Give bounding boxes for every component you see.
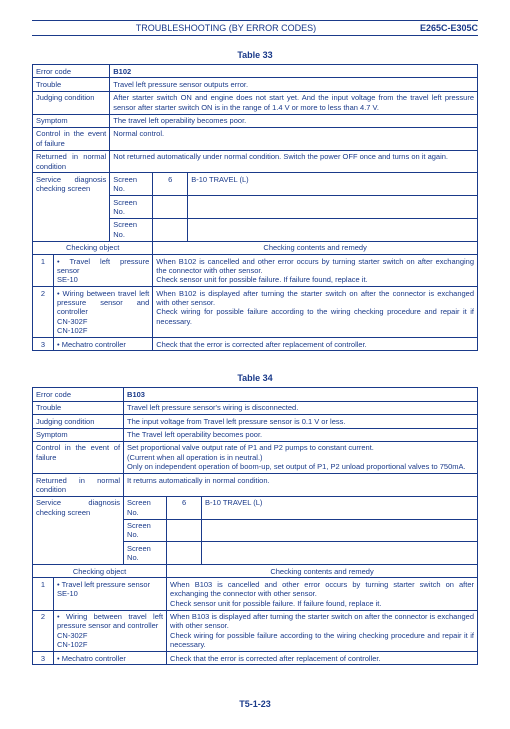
table-caption: Table 34 <box>32 373 478 383</box>
table-caption: Table 33 <box>32 50 478 60</box>
page-footer: T5-1-23 <box>32 699 478 709</box>
rule-top <box>32 20 478 21</box>
error-table: Error codeB103TroubleTravel left pressur… <box>32 387 478 665</box>
error-table: Error codeB102TroubleTravel left pressur… <box>32 64 478 351</box>
page-header: TROUBLESHOOTING (BY ERROR CODES) E265C-E… <box>32 23 478 33</box>
header-code: E265C-E305C <box>420 23 478 33</box>
header-title: TROUBLESHOOTING (BY ERROR CODES) <box>32 23 420 33</box>
rule-under <box>32 35 478 36</box>
tables-host: Table 33 Error codeB102TroubleTravel left… <box>32 50 478 681</box>
